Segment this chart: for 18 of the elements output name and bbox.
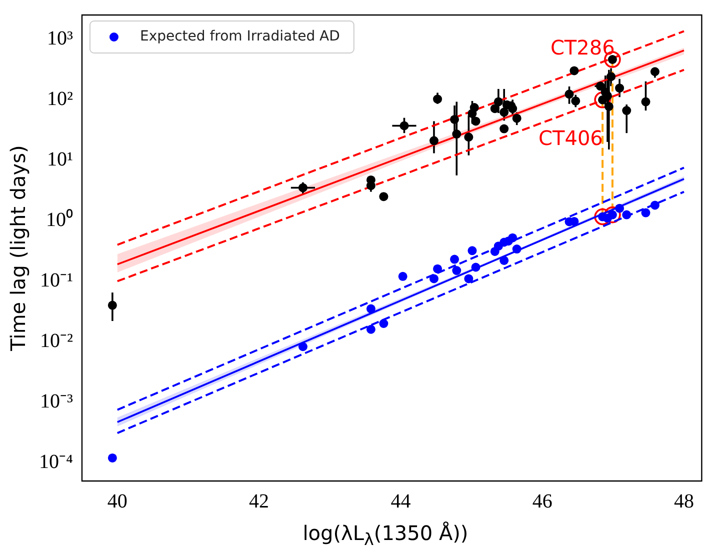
- x-tick-label: 46: [532, 490, 552, 512]
- y-tick-label: 10⁻³: [40, 390, 73, 412]
- x-tick-label: 48: [674, 490, 694, 512]
- annotation: CT286: [550, 36, 615, 60]
- y-tick-label: 10⁻⁴: [38, 451, 73, 474]
- x-axis-title: log(λL$_{λ}$(1350 Å)): [302, 521, 470, 549]
- x-tick-label: 42: [249, 490, 270, 512]
- x-tick-label: 44: [390, 490, 411, 512]
- y-axis-title: Time lag (light days): [6, 145, 30, 352]
- y-tick-label: 10⁰: [46, 208, 73, 231]
- legend-label: Expected from Irradiated AD: [140, 28, 340, 45]
- y-tick-label: 10²: [46, 88, 73, 110]
- y-tick-label: 10⁻²: [40, 330, 73, 352]
- y-tick-label: 10¹: [46, 148, 73, 170]
- y-tick-label: 10⁻¹: [40, 269, 73, 292]
- x-tick-label: 40: [107, 490, 128, 512]
- y-tick-label: 10³: [46, 27, 73, 50]
- annotation: CT406: [538, 126, 603, 150]
